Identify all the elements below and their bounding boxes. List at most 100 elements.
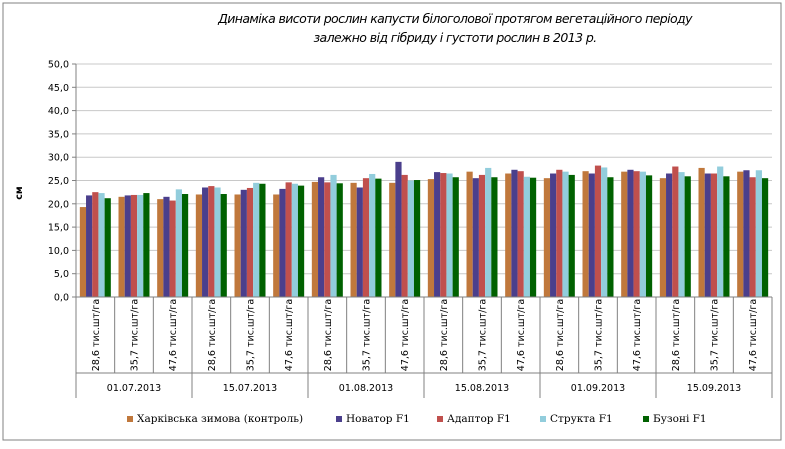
bar <box>472 178 479 297</box>
category-labels: 28,6 тис.шт/га 35,7 тис.шт/га 47,6 тис.шт/… <box>91 299 759 394</box>
y-tick-label: 35,0 <box>48 129 69 140</box>
bar <box>163 196 170 297</box>
bar <box>324 182 331 297</box>
bar <box>749 177 756 297</box>
bars <box>79 161 769 297</box>
category-label: 28,6 тис.шт/га <box>91 299 102 371</box>
bar <box>79 207 87 297</box>
category-label: 35,7 тис.шт/га <box>362 299 373 371</box>
bar <box>485 167 492 297</box>
bar <box>234 194 241 297</box>
legend-label: Бузоні F1 <box>653 413 707 425</box>
bar <box>562 171 569 297</box>
category-label: 35,7 тис.шт/га <box>130 299 141 371</box>
bar <box>723 176 730 297</box>
bar <box>446 173 453 297</box>
chart-title-line-1: Динаміка висоти рослин капусти білоголов… <box>217 11 693 26</box>
legend-swatch <box>437 416 443 422</box>
bar <box>214 187 221 297</box>
bar <box>362 178 370 297</box>
bar <box>208 186 215 297</box>
category-label: 28,6 тис.шт/га <box>323 299 334 371</box>
legend: Харківська зимова (контроль) Новатор F1 Ад… <box>127 413 707 425</box>
category-label: 28,6 тис.шт/га <box>439 299 450 371</box>
bar <box>607 177 614 297</box>
bar <box>678 172 685 297</box>
legend-label: Харківська зимова (контроль) <box>137 413 303 425</box>
axes: 0,0 5,0 10,0 15,0 20,0 25,0 30,0 35,0 40,0 45,0 50… <box>48 60 773 398</box>
bar <box>684 176 691 297</box>
legend-label: Адаптор F1 <box>447 413 511 425</box>
bar <box>240 189 247 297</box>
bar <box>118 196 125 297</box>
bar <box>279 188 286 297</box>
bar <box>220 194 227 297</box>
bar <box>157 199 164 297</box>
y-tick-label: 45,0 <box>48 83 69 94</box>
bar <box>601 167 608 297</box>
bar <box>588 173 595 297</box>
category-label: 35,7 тис.шт/га <box>478 299 489 371</box>
bar <box>755 170 762 297</box>
y-tick-label: 0,0 <box>54 293 69 304</box>
bar <box>330 174 337 297</box>
bar <box>318 177 325 297</box>
bar <box>124 195 131 297</box>
bar <box>130 194 138 297</box>
bar <box>704 173 711 297</box>
bar <box>550 173 557 297</box>
bar <box>621 171 628 297</box>
bar <box>175 189 182 297</box>
bar <box>369 173 376 297</box>
bar <box>627 169 634 297</box>
bar <box>407 180 414 297</box>
bar <box>427 179 435 297</box>
bar <box>505 173 512 297</box>
bar <box>389 182 396 297</box>
bar <box>350 182 357 297</box>
bar <box>86 195 93 297</box>
bar <box>143 193 150 297</box>
bar <box>285 182 292 297</box>
bar <box>195 194 203 297</box>
bar <box>672 166 679 297</box>
category-label: 28,6 тис.шт/га <box>555 299 566 371</box>
category-label: 35,7 тис.шт/га <box>246 299 257 371</box>
category-label: 47,6 тис.шт/га <box>284 299 295 371</box>
y-tick-label: 30,0 <box>48 153 69 164</box>
category-label: 35,7 тис.шт/га <box>710 299 721 371</box>
category-label: 47,6 тис.шт/га <box>748 299 759 371</box>
date-group-label: 01.08.2013 <box>339 383 393 394</box>
bar <box>297 185 305 297</box>
bar <box>717 166 724 297</box>
category-label: 47,6 тис.шт/га <box>400 299 411 371</box>
bar <box>104 198 111 297</box>
bar <box>645 175 653 297</box>
bar <box>737 171 744 297</box>
y-tick-label: 20,0 <box>48 199 69 210</box>
bar <box>582 171 589 297</box>
bar <box>666 173 673 297</box>
bar <box>395 161 402 297</box>
y-axis-label: см <box>14 186 25 199</box>
bar <box>246 187 254 297</box>
bar <box>291 183 298 297</box>
bar <box>523 176 530 297</box>
bar <box>336 183 343 297</box>
y-tick-label: 5,0 <box>54 269 69 280</box>
bar <box>253 182 260 297</box>
bar <box>452 177 459 297</box>
category-label: 47,6 тис.шт/га <box>168 299 179 371</box>
bar <box>659 178 667 297</box>
bar <box>273 194 280 297</box>
bar <box>440 173 447 297</box>
bar <box>478 174 486 297</box>
bar <box>529 177 537 297</box>
bar <box>466 171 473 297</box>
bar <box>401 174 408 297</box>
bar <box>169 200 176 297</box>
bar <box>92 192 99 297</box>
category-label: 47,6 тис.шт/га <box>516 299 527 371</box>
y-tick-label: 10,0 <box>48 246 69 257</box>
